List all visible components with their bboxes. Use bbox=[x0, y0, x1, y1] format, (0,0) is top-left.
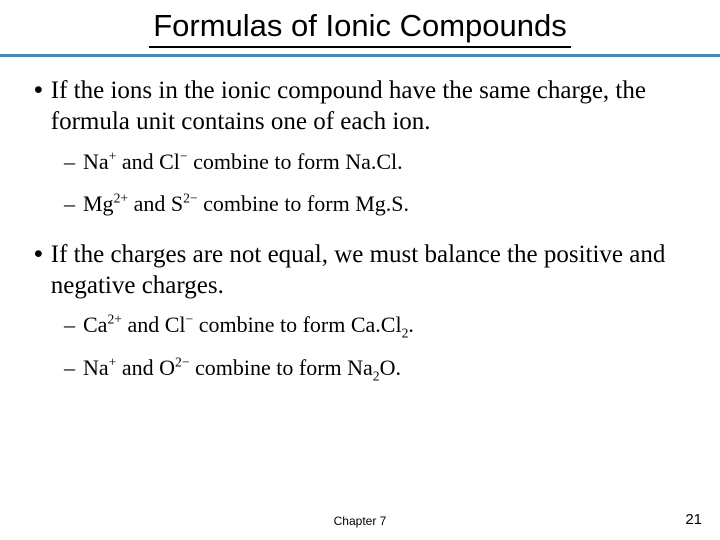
slide-content: • If the ions in the ionic compound have… bbox=[0, 57, 720, 382]
bullet-level-2: – Mg2+ and S2− combine to form Mg.S. bbox=[64, 190, 686, 219]
bullet-level-2: – Na+ and Cl− combine to form Na.Cl. bbox=[64, 148, 686, 177]
bullet-dot-icon: • bbox=[34, 75, 43, 138]
slide-title: Formulas of Ionic Compounds bbox=[149, 8, 571, 48]
title-wrap: Formulas of Ionic Compounds bbox=[0, 0, 720, 48]
bullet-text: If the charges are not equal, we must ba… bbox=[51, 239, 686, 302]
bullet-level-2: – Na+ and O2− combine to form Na2O. bbox=[64, 354, 686, 383]
bullet-dash-icon: – bbox=[64, 311, 75, 340]
bullet-text: Na+ and O2− combine to form Na2O. bbox=[83, 354, 401, 383]
bullet-level-1: • If the ions in the ionic compound have… bbox=[34, 75, 686, 138]
footer-page-number: 21 bbox=[685, 511, 702, 528]
bullet-dash-icon: – bbox=[64, 190, 75, 219]
bullet-text: Ca2+ and Cl− combine to form Ca.Cl2. bbox=[83, 311, 414, 340]
bullet-text: If the ions in the ionic compound have t… bbox=[51, 75, 686, 138]
footer-chapter: Chapter 7 bbox=[0, 514, 720, 528]
bullet-dash-icon: – bbox=[64, 354, 75, 383]
bullet-level-2: – Ca2+ and Cl− combine to form Ca.Cl2. bbox=[64, 311, 686, 340]
bullet-text: Mg2+ and S2− combine to form Mg.S. bbox=[83, 190, 409, 219]
bullet-text: Na+ and Cl− combine to form Na.Cl. bbox=[83, 148, 403, 177]
bullet-dot-icon: • bbox=[34, 239, 43, 302]
bullet-dash-icon: – bbox=[64, 148, 75, 177]
bullet-level-1: • If the charges are not equal, we must … bbox=[34, 239, 686, 302]
